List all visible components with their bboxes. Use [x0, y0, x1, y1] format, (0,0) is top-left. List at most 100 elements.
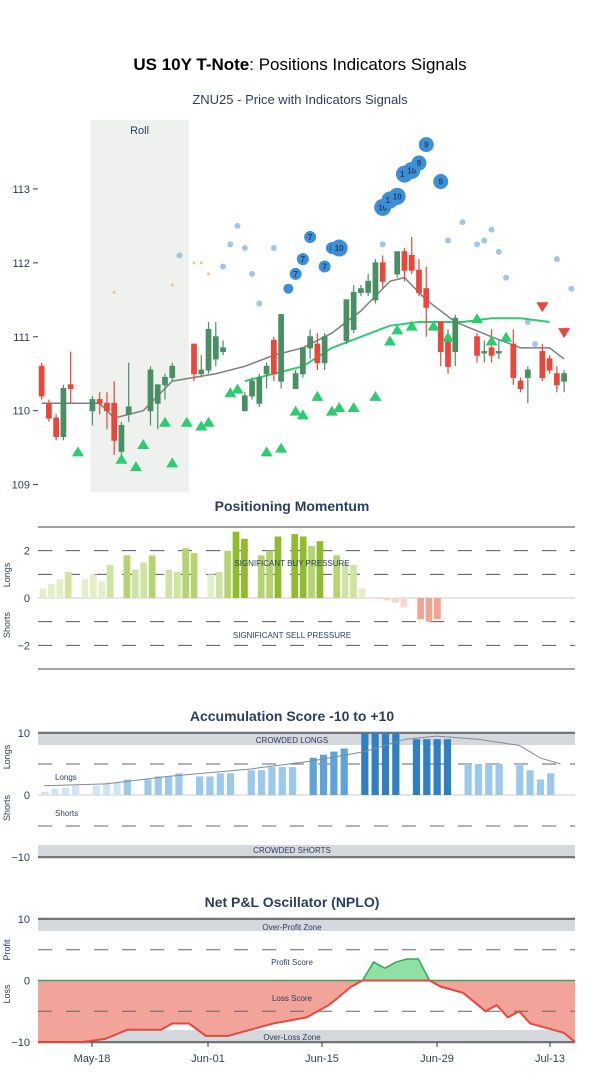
- x-tick-label: May-18: [74, 1053, 111, 1065]
- candle-body: [416, 269, 422, 293]
- price-ytick-label: 112: [12, 258, 30, 270]
- accumulation-ylabel-longs: Longs: [2, 744, 12, 769]
- light-signal-dot: [568, 285, 575, 292]
- accumulation-bar: [526, 770, 534, 795]
- nplo-ylabel-loss: Loss: [2, 984, 12, 1004]
- accumulation-bar: [41, 791, 49, 795]
- momentum-bar: [257, 555, 265, 598]
- buy-signal-triangle: [137, 438, 150, 449]
- title-bold: US 10Y T-Note: [133, 55, 250, 74]
- count-bubble-label: 10: [407, 166, 416, 175]
- momentum-ytick-label: 2: [24, 546, 30, 558]
- accumulation-bar: [278, 767, 286, 795]
- candle-body: [147, 369, 154, 412]
- price-ytick-label: 111: [13, 332, 30, 344]
- candle-body: [292, 373, 299, 390]
- momentum-bar: [165, 569, 173, 598]
- buy-signal-triangle: [442, 331, 455, 342]
- count-bubble-label: 7: [301, 255, 306, 264]
- momentum-bar: [48, 583, 55, 598]
- price-ytick-label: 110: [12, 406, 30, 418]
- candle-body: [343, 299, 350, 341]
- count-bubble-label: 7: [308, 233, 313, 242]
- momentum-bar: [417, 598, 424, 620]
- buy-signal-triangle: [500, 331, 513, 342]
- buy-signal-triangle: [260, 446, 273, 457]
- orange-signal-dot: [199, 261, 203, 265]
- candle-body: [408, 254, 415, 271]
- accumulation-bar: [165, 776, 173, 795]
- candle-body: [553, 373, 560, 386]
- momentum-bar: [56, 579, 64, 598]
- buy-signal-triangle: [202, 416, 215, 427]
- crowded-shorts-band: [38, 845, 575, 859]
- candle-body: [437, 321, 444, 353]
- accumulation-bar: [371, 733, 379, 795]
- count-bubble-label: 7: [322, 263, 327, 272]
- candle-body: [162, 376, 168, 386]
- accumulation-bar: [154, 776, 162, 795]
- accumulation-ytick-label: 10: [18, 728, 30, 740]
- count-bubble-label: 7: [293, 270, 298, 279]
- candle-body: [517, 380, 524, 390]
- nplo-ytick-label: 0: [24, 976, 30, 988]
- light-signal-dot: [241, 245, 248, 252]
- price-ytick-label: 109: [12, 480, 30, 492]
- buy-signal-triangle: [180, 416, 193, 427]
- buy-signal-triangle: [224, 387, 237, 398]
- accumulation-bar: [268, 767, 276, 795]
- momentum-bar: [341, 562, 349, 598]
- accumulation-bar: [72, 785, 80, 795]
- count-bubble: [283, 283, 294, 294]
- momentum-bar: [39, 588, 47, 598]
- buy-signal-triangle: [383, 335, 396, 346]
- price-chart-subtitle: ZNU25 - Price with Indicators Signals: [192, 92, 408, 107]
- buy-signal-triangle: [471, 313, 484, 324]
- candle-body: [270, 339, 277, 375]
- light-signal-dot: [220, 263, 227, 270]
- count-bubble-label: 9: [417, 159, 422, 168]
- candle-body: [46, 402, 52, 419]
- accumulation-bar: [123, 779, 131, 795]
- light-signal-dot: [474, 241, 481, 248]
- accumulation-bar: [175, 773, 183, 795]
- momentum-bar: [241, 538, 248, 598]
- accumulation-bar: [113, 782, 121, 795]
- momentum-ytick-label: −2: [17, 640, 30, 652]
- candle-body: [350, 291, 357, 330]
- accumulation-bar: [247, 770, 255, 795]
- count-bubble: [418, 137, 434, 153]
- buy-signal-triangle: [231, 383, 244, 394]
- momentum-bar: [274, 536, 282, 598]
- loss-line: [38, 979, 576, 1043]
- nplo-title: Net P&L Oscillator (NPLO): [205, 894, 380, 910]
- momentum-bar: [383, 598, 391, 601]
- accumulation-bar: [216, 773, 224, 795]
- over-profit-label: Over-Profit Zone: [262, 923, 322, 932]
- buy-signal-triangle: [333, 401, 346, 412]
- buy-signal-triangle: [427, 320, 440, 331]
- momentum-bar: [148, 555, 156, 598]
- accumulation-bar: [547, 773, 555, 795]
- count-bubble: [318, 260, 331, 273]
- accumulation-bar: [361, 733, 369, 795]
- accumulation-bar: [392, 733, 400, 795]
- light-signal-dot: [524, 318, 531, 325]
- candle-body: [104, 402, 110, 412]
- profit-score-label: Profit Score: [271, 958, 313, 967]
- candle-body: [38, 365, 45, 397]
- count-bubble-label: 9: [424, 141, 429, 150]
- candle-body: [205, 328, 212, 371]
- light-signal-dot: [270, 245, 277, 252]
- light-signal-dot: [532, 341, 539, 348]
- x-tick-label: Jul-13: [535, 1053, 565, 1065]
- count-bubble-label: 10: [335, 244, 344, 253]
- accumulation-bar: [196, 776, 204, 795]
- momentum-bar: [358, 588, 366, 598]
- momentum-bar: [308, 545, 315, 598]
- candle-body: [67, 384, 74, 390]
- count-bubble: [433, 174, 449, 190]
- candle-body: [169, 365, 176, 378]
- accumulation-trend-line: [44, 735, 561, 787]
